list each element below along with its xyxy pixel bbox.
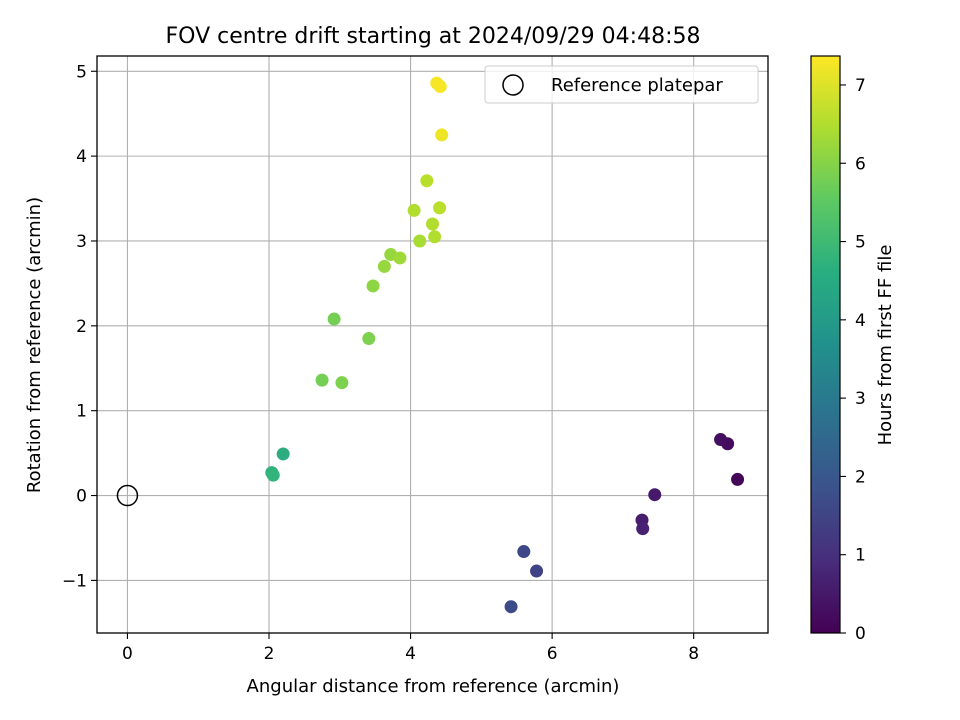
chart-title: FOV centre drift starting at 2024/09/29 … — [166, 24, 701, 49]
data-point — [430, 76, 444, 90]
x-tick-label: 4 — [405, 644, 416, 664]
colorbar — [810, 55, 841, 634]
data-point — [407, 203, 421, 217]
data-point — [648, 488, 662, 502]
reference-layer — [116, 484, 139, 507]
y-tick-label: 0 — [76, 487, 87, 507]
y-axis-ticks: −1 0 1 2 3 4 5 — [62, 62, 97, 591]
data-point — [714, 433, 728, 447]
data-point — [731, 472, 745, 486]
data-point — [315, 373, 329, 387]
y-tick-label: 2 — [76, 317, 87, 337]
y-tick-label: 1 — [76, 402, 87, 422]
data-point — [413, 234, 427, 248]
y-tick-label: −1 — [62, 571, 87, 591]
x-axis-ticks: 0 2 4 6 8 — [122, 633, 699, 664]
y-tick-label: 3 — [76, 232, 87, 252]
colorbar-tick-label: 5 — [855, 233, 866, 253]
plot-frame — [96, 55, 769, 634]
x-tick-label: 8 — [688, 644, 699, 664]
data-point — [276, 447, 290, 461]
data-point — [433, 201, 447, 215]
colorbar-tick-label: 2 — [855, 467, 866, 487]
reference-point-marker — [116, 484, 139, 507]
legend-marker-reference — [502, 74, 524, 96]
data-point — [393, 251, 407, 265]
data-point — [420, 174, 434, 188]
colorbar-tick-label: 7 — [855, 76, 866, 96]
data-point — [530, 564, 544, 578]
data-point — [435, 128, 449, 142]
colorbar-tick-label: 0 — [855, 624, 866, 644]
data-point — [266, 468, 280, 482]
y-tick-label: 5 — [76, 62, 87, 82]
colorbar-tick-label: 4 — [855, 311, 866, 331]
colorbar-tick-label: 3 — [855, 389, 866, 409]
x-tick-label: 2 — [264, 644, 275, 664]
y-axis-label: Rotation from reference (arcmin) — [24, 197, 45, 493]
data-point — [517, 545, 531, 559]
data-points — [265, 76, 745, 614]
data-point — [377, 259, 391, 273]
legend-box — [484, 65, 759, 104]
legend: Reference platepar — [484, 65, 759, 104]
data-point — [335, 376, 349, 390]
data-point — [426, 217, 439, 231]
colorbar-tick-label: 1 — [855, 546, 866, 566]
y-tick-label: 4 — [76, 147, 87, 167]
data-point — [362, 332, 376, 346]
grid-lines — [97, 56, 768, 633]
data-point — [636, 522, 650, 536]
colorbar-tick-label: 6 — [855, 154, 866, 174]
x-axis-label: Angular distance from reference (arcmin) — [247, 676, 620, 697]
data-point — [428, 230, 442, 244]
legend-label-reference: Reference platepar — [551, 75, 723, 96]
x-tick-label: 6 — [547, 644, 558, 664]
x-tick-label: 0 — [122, 644, 133, 664]
colorbar-ticks: 0 1 2 3 4 5 6 7 — [840, 76, 866, 644]
data-point — [366, 279, 380, 293]
data-point — [327, 312, 341, 326]
colorbar-label: Hours from first FF file — [875, 245, 896, 446]
data-point — [504, 600, 518, 614]
